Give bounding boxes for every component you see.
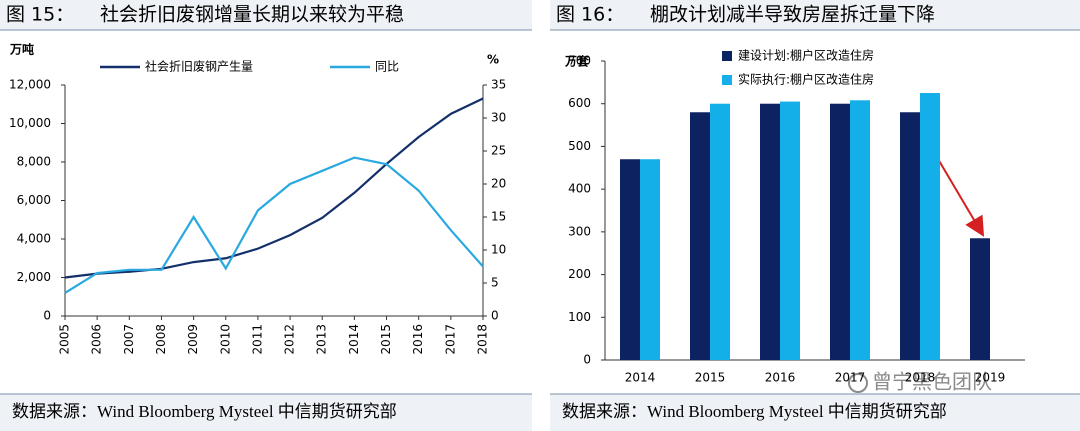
y2-tick-label: 25 [491, 144, 506, 158]
bar [760, 103, 780, 360]
x-tick-label: 2019 [975, 371, 1006, 385]
y-tick-label: 200 [568, 267, 591, 281]
footer-bg [550, 394, 1080, 431]
x-tick-label: 2018 [905, 371, 936, 385]
y-tick-label: 0 [583, 353, 591, 367]
x-tick-label: 2017 [835, 371, 866, 385]
x-tick-label: 2011 [250, 324, 264, 355]
y-tick-label: 100 [568, 310, 591, 324]
y2-tick-label: 30 [491, 111, 506, 125]
x-tick-label: 2008 [154, 324, 168, 355]
y2-tick-label: 10 [491, 243, 506, 257]
bar [640, 159, 660, 360]
bar [710, 103, 730, 360]
y2-tick-label: 15 [491, 210, 506, 224]
header-bg [550, 0, 1080, 30]
legend-swatch [722, 75, 732, 85]
x-tick-label: 2014 [347, 324, 361, 355]
legend-label: 社会折旧废钢产生量 [145, 59, 253, 74]
x-tick-label: 2006 [90, 324, 104, 355]
y-tick-label: 12,000 [9, 78, 51, 92]
y-tick-label: 4,000 [17, 232, 51, 246]
y-tick-label: 700 [568, 54, 591, 68]
bar [620, 159, 640, 360]
x-tick-label: 2013 [315, 324, 329, 355]
bar [970, 238, 990, 360]
bar [830, 103, 850, 360]
y-tick-label: 0 [43, 309, 51, 323]
y-tick-label: 300 [568, 224, 591, 238]
x-tick-label: 2018 [476, 324, 490, 355]
y2-tick-label: 0 [491, 309, 499, 323]
chart-title: 社会折旧废钢增量长期以来较为平稳 [100, 4, 404, 26]
header-bg [0, 0, 532, 30]
y-tick-label: 600 [568, 96, 591, 110]
bar [850, 100, 870, 360]
y2-tick-label: 5 [491, 276, 499, 290]
x-tick-label: 2010 [218, 324, 232, 355]
x-tick-label: 2016 [411, 324, 425, 355]
watermark-icon [848, 373, 868, 393]
y-tick-label: 8,000 [17, 155, 51, 169]
footer-bg [0, 394, 532, 431]
y-tick-label: 400 [568, 182, 591, 196]
watermark: 曾宁黑色团队 [872, 370, 992, 394]
source: 数据来源：Wind Bloomberg Mysteel 中信期货研究部 [562, 402, 947, 421]
y2-axis-unit: % [487, 53, 499, 67]
figure-label: 图 15： [6, 4, 74, 26]
x-tick-label: 2015 [379, 324, 393, 355]
x-tick-label: 2005 [58, 324, 72, 355]
y2-tick-label: 20 [491, 177, 506, 191]
x-tick-label: 2014 [625, 371, 656, 385]
y-tick-label: 2,000 [17, 270, 51, 284]
bar [690, 112, 710, 360]
y-tick-label: 500 [568, 139, 591, 153]
bar [780, 101, 800, 360]
legend-label: 实际执行:棚户区改造住房 [738, 72, 874, 87]
figure-label: 图 16： [556, 4, 624, 26]
series-line [64, 97, 484, 279]
x-tick-label: 2016 [765, 371, 796, 385]
chart-title: 棚改计划减半导致房屋拆迁量下降 [650, 4, 935, 26]
x-tick-label: 2015 [695, 371, 726, 385]
y2-tick-label: 35 [491, 78, 506, 92]
x-tick-label: 2017 [443, 324, 457, 355]
legend-label: 同比 [375, 60, 399, 74]
y-tick-label: 10,000 [9, 116, 51, 130]
x-tick-label: 2007 [122, 324, 136, 355]
bar [920, 93, 940, 361]
series-line [64, 156, 484, 294]
legend-swatch [722, 51, 732, 61]
legend-label: 建设计划:棚户区改造住房 [738, 48, 874, 63]
y-axis-unit: 万套 [564, 54, 590, 69]
y-tick-label: 6,000 [17, 193, 51, 207]
bar [900, 112, 920, 360]
y-axis-unit: 万吨 [9, 42, 34, 57]
x-tick-label: 2009 [186, 324, 200, 355]
source: 数据来源：Wind Bloomberg Mysteel 中信期货研究部 [12, 402, 397, 421]
x-tick-label: 2012 [283, 324, 297, 355]
